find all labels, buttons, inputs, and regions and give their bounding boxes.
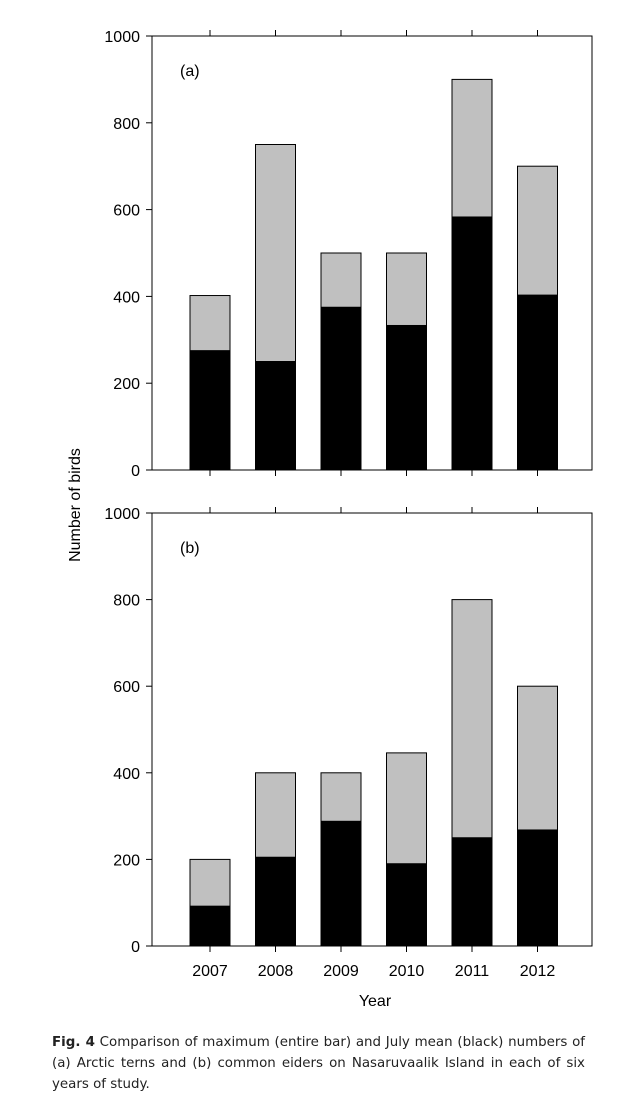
bar-mean-2009 [320, 820, 362, 947]
x-tick-label: 2009 [323, 963, 359, 980]
bar-mean-2012 [517, 294, 558, 471]
bar-max-2012 [517, 685, 558, 831]
y-tick-label: 1000 [104, 506, 140, 523]
x-tick-label: 2008 [258, 963, 294, 980]
x-tick-label: 2011 [455, 963, 490, 980]
x-axis-label: Year [359, 993, 392, 1010]
y-tick-label: 400 [113, 766, 140, 783]
bar-mean-2010 [386, 324, 427, 471]
y-tick-label: 0 [131, 463, 140, 480]
panel-label: (b) [180, 540, 200, 557]
y-tick-label: 800 [113, 593, 140, 610]
bar-mean-2009 [320, 306, 362, 471]
y-tick-label: 1000 [104, 29, 140, 46]
y-axis-label: Number of birds [67, 448, 84, 562]
bar-max-2007 [189, 295, 231, 352]
bar-mean-2010 [386, 863, 427, 947]
bar-max-2010 [386, 252, 427, 326]
y-tick-label: 0 [131, 939, 140, 956]
y-tick-label: 600 [113, 203, 140, 220]
bar-mean-2012 [517, 829, 558, 947]
y-tick-label: 400 [113, 289, 140, 306]
bar-max-2008 [255, 144, 296, 362]
panel-a: 0 200 400 600 800 1000 (a) [104, 29, 593, 480]
bar-max-2010 [386, 752, 427, 865]
bar-mean-2008 [255, 361, 296, 471]
bar-mean-2008 [255, 856, 296, 947]
bar-max-2009 [320, 252, 362, 308]
y-tick-label: 200 [113, 376, 140, 393]
bar-mean-2011 [451, 837, 493, 947]
bar-max-2012 [517, 165, 558, 296]
bar-max-2011 [451, 599, 493, 839]
y-tick-label: 600 [113, 679, 140, 696]
bar-mean-2007 [189, 905, 231, 947]
bar-mean-2011 [451, 216, 493, 471]
panel-b: 2007 2008 2009 2010 2011 2012 0 200 400 600 800 100… [104, 506, 593, 980]
chart-figure: Number of birds Year 0 200 400 600 800 1000 (a… [67, 29, 593, 1010]
caption-label: Fig. 4 [52, 1035, 95, 1050]
bar-max-2009 [320, 772, 362, 822]
x-tick-label: 2007 [192, 963, 228, 980]
y-tick-label: 800 [113, 116, 140, 133]
x-tick-label: 2010 [389, 963, 425, 980]
plot-frame [151, 35, 593, 471]
bar-max-2011 [451, 78, 493, 218]
caption-text: Comparison of maximum (entire bar) and J… [52, 1035, 586, 1092]
plot-frame [151, 512, 593, 947]
figure-caption: Fig. 4 Comparison of maximum (entire bar… [52, 1032, 585, 1095]
y-tick-label: 200 [113, 852, 140, 869]
bar-max-2008 [255, 772, 296, 858]
bar-max-2007 [189, 858, 231, 907]
x-tick-label: 2012 [520, 963, 556, 980]
bar-mean-2007 [189, 350, 231, 471]
panel-label: (a) [180, 63, 200, 80]
